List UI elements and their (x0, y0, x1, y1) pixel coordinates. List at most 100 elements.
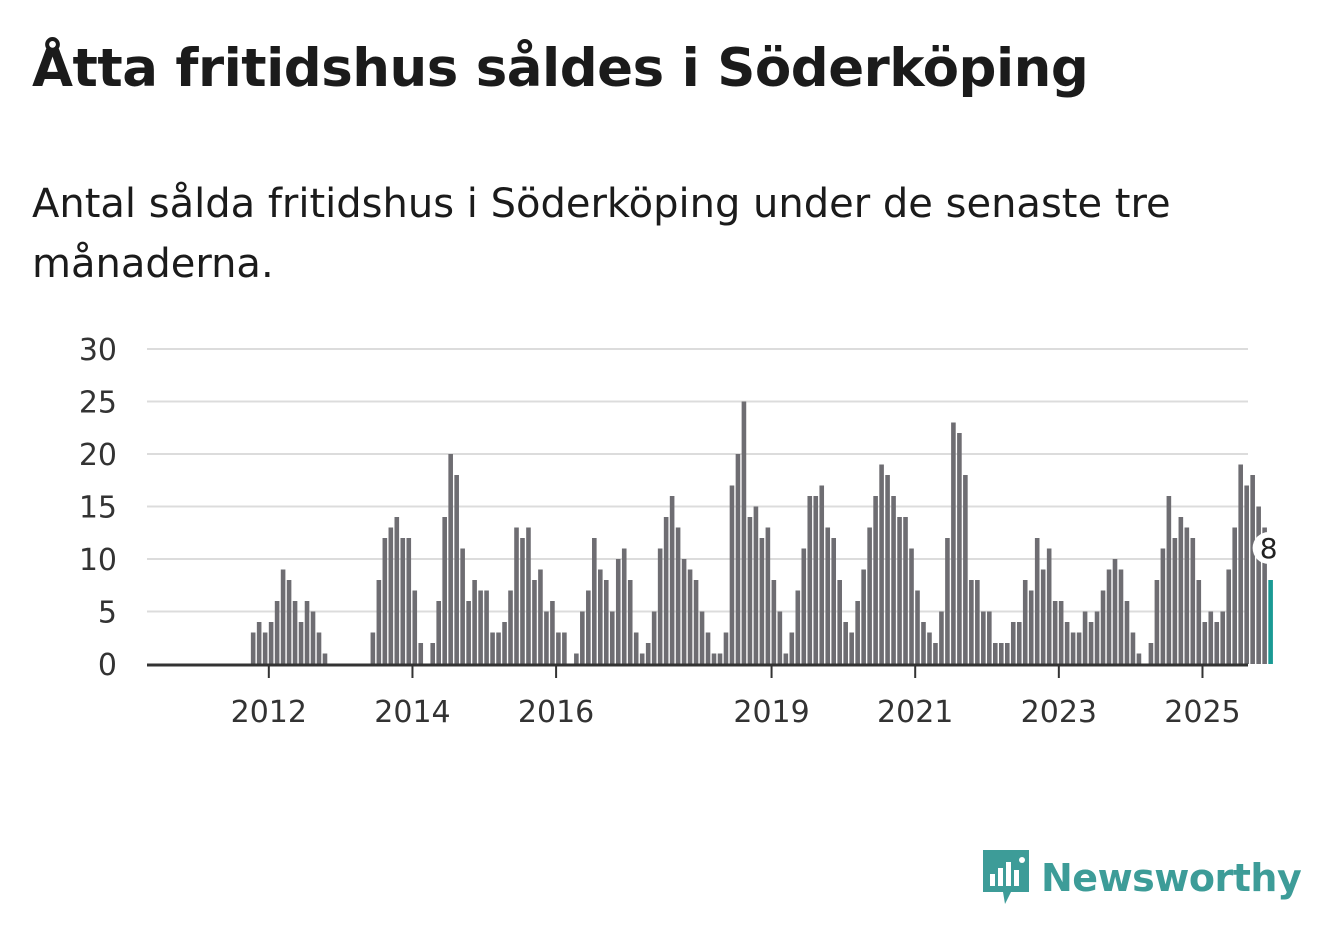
y-tick-label: 10 (79, 543, 117, 578)
bar (981, 611, 986, 664)
bar (663, 517, 669, 664)
bar (490, 632, 495, 664)
bar (621, 548, 627, 664)
bar (813, 496, 819, 664)
bar (1088, 622, 1094, 664)
bar (879, 464, 884, 664)
bar (1040, 569, 1046, 664)
bar (1238, 464, 1243, 664)
bar (1076, 632, 1082, 664)
bar (454, 475, 459, 664)
bar (592, 538, 597, 664)
bar (1148, 643, 1154, 664)
bar (538, 569, 543, 664)
bar (322, 653, 328, 664)
bar (586, 590, 591, 664)
bar (969, 580, 974, 664)
brand-name: Newsworthy (1041, 856, 1302, 900)
bar (1106, 569, 1112, 664)
bar (687, 569, 693, 664)
y-tick-label: 15 (79, 491, 117, 526)
bar (963, 475, 968, 664)
bar (418, 643, 424, 664)
y-tick-label: 5 (98, 596, 117, 631)
bar (292, 601, 298, 664)
bar (675, 527, 681, 664)
bar (1094, 611, 1100, 664)
bar (574, 653, 579, 664)
bar (723, 632, 729, 664)
bar (993, 643, 998, 664)
bar (603, 580, 609, 664)
bar (903, 517, 908, 664)
bar (436, 601, 441, 664)
value-label-background (1252, 532, 1285, 564)
bar (927, 632, 932, 664)
bar (669, 496, 675, 664)
bar (1154, 580, 1160, 664)
bar (1232, 527, 1237, 664)
bar (466, 601, 471, 664)
x-tick-label: 2025 (1164, 695, 1240, 730)
bar (1172, 538, 1178, 664)
newsworthy-logo-icon (981, 846, 1031, 910)
bar (1130, 632, 1136, 664)
bar (777, 611, 783, 664)
bar (897, 517, 902, 664)
bar (849, 632, 854, 664)
bar (807, 496, 813, 664)
bar (1112, 559, 1118, 664)
bar (615, 559, 621, 664)
bar (268, 622, 274, 664)
bar (609, 611, 615, 664)
bar (562, 632, 567, 664)
gridlines (147, 348, 1248, 613)
bar (789, 632, 795, 664)
bar (1262, 527, 1267, 664)
bar (843, 622, 848, 664)
bar (526, 527, 531, 664)
bar (580, 611, 585, 664)
bar (1052, 601, 1058, 664)
bar (1220, 611, 1226, 664)
bar (496, 632, 501, 664)
bar (1034, 538, 1040, 664)
brand-logo[interactable]: Newsworthy (981, 846, 1302, 910)
bar (639, 653, 645, 664)
bar (1184, 527, 1190, 664)
bar (975, 580, 980, 664)
bar (1004, 643, 1010, 664)
bar (514, 527, 519, 664)
bar (1202, 622, 1208, 664)
bar (1226, 569, 1232, 664)
bar (945, 538, 950, 664)
bar (831, 538, 837, 664)
bar (316, 632, 322, 664)
bar (795, 590, 801, 664)
bar (1166, 496, 1172, 664)
bar (693, 580, 699, 664)
bar (891, 496, 896, 664)
bar (544, 611, 549, 664)
bar (1178, 517, 1184, 664)
bar (987, 611, 992, 664)
bar (448, 454, 453, 664)
bar (1190, 538, 1196, 664)
bar (430, 643, 436, 664)
bar (1058, 601, 1064, 664)
bar (286, 580, 292, 664)
bar (1070, 632, 1076, 664)
bar (759, 538, 765, 664)
bar (508, 590, 513, 664)
bar-latest (1268, 580, 1273, 664)
bar (741, 401, 747, 664)
bar (651, 611, 657, 664)
bar (1022, 580, 1028, 664)
bar (550, 601, 555, 664)
bar (711, 653, 717, 664)
bar (298, 622, 304, 664)
bar (478, 590, 483, 664)
bars (250, 401, 1273, 664)
bar (1250, 475, 1255, 664)
